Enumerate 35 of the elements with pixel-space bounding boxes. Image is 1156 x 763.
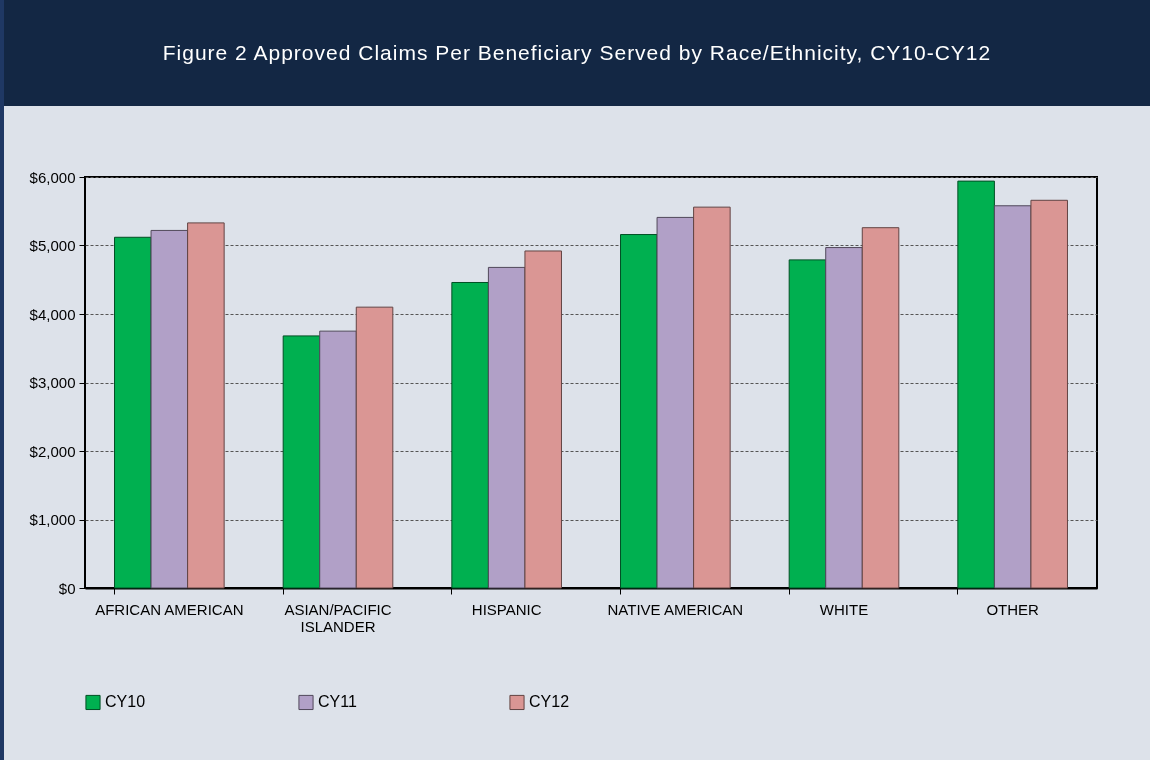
y-tick-label: $0 [58, 579, 76, 597]
y-tick-label: $6,000 [29, 168, 76, 186]
y-tick-label: $4,000 [29, 305, 76, 323]
y-tick-label: $5,000 [29, 237, 76, 254]
bar [788, 259, 827, 589]
bar [693, 206, 731, 589]
bar [825, 247, 863, 589]
bar [150, 229, 189, 589]
bar [451, 281, 489, 589]
bar [1030, 199, 1068, 589]
y-tick-label: $1,000 [29, 511, 76, 528]
bar [993, 205, 1032, 589]
y-tick-label: $2,000 [29, 442, 76, 460]
x-tick-label: HISPANIC [471, 600, 542, 618]
bar [861, 227, 900, 589]
bar [319, 330, 357, 589]
bar [524, 250, 562, 589]
x-tick-label: OTHER [986, 600, 1040, 618]
legend-label: CY12 [529, 693, 570, 711]
bar [620, 234, 658, 589]
x-tick-label: AFRICAN AMERICAN [95, 600, 244, 618]
y-tick-label: $3,000 [29, 374, 76, 391]
bar [957, 180, 995, 589]
x-tick-label: WHITE [819, 600, 869, 618]
chart-title: Figure 2 Approved Claims Per Beneficiary Served by Race/Ethnicity, CY10-CY12 [4, 0, 1150, 106]
bar [187, 222, 225, 589]
legend-label: CY11 [318, 693, 357, 711]
bar [114, 236, 152, 589]
bar [487, 266, 526, 589]
x-tick-label: NATIVE AMERICAN [607, 600, 744, 618]
bar [355, 306, 394, 589]
bar [656, 216, 695, 589]
bar [282, 335, 321, 589]
legend-label: CY10 [105, 693, 146, 711]
x-tick-label: ASIAN/PACIFIC ISLANDER [284, 600, 392, 635]
